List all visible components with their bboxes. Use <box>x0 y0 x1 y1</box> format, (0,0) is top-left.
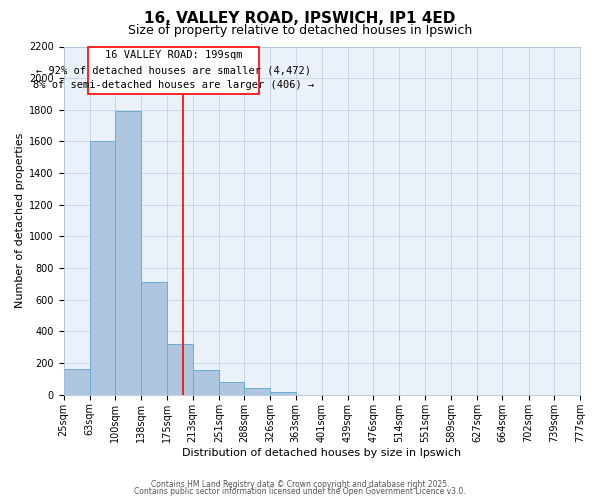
Text: Size of property relative to detached houses in Ipswich: Size of property relative to detached ho… <box>128 24 472 37</box>
Bar <box>271 392 296 395</box>
FancyBboxPatch shape <box>88 46 259 94</box>
Bar <box>115 112 141 395</box>
Text: Contains HM Land Registry data © Crown copyright and database right 2025.: Contains HM Land Registry data © Crown c… <box>151 480 449 489</box>
Text: Contains public sector information licensed under the Open Government Licence v3: Contains public sector information licen… <box>134 487 466 496</box>
Bar <box>141 282 167 395</box>
Y-axis label: Number of detached properties: Number of detached properties <box>15 133 25 308</box>
Text: 16 VALLEY ROAD: 199sqm
← 92% of detached houses are smaller (4,472)
8% of semi-d: 16 VALLEY ROAD: 199sqm ← 92% of detached… <box>33 50 314 90</box>
X-axis label: Distribution of detached houses by size in Ipswich: Distribution of detached houses by size … <box>182 448 461 458</box>
Text: 16, VALLEY ROAD, IPSWICH, IP1 4ED: 16, VALLEY ROAD, IPSWICH, IP1 4ED <box>145 11 455 26</box>
Bar <box>64 370 90 395</box>
Bar <box>219 382 244 395</box>
Bar <box>167 344 193 395</box>
Bar <box>90 142 115 395</box>
Bar <box>244 388 271 395</box>
Bar <box>193 370 219 395</box>
